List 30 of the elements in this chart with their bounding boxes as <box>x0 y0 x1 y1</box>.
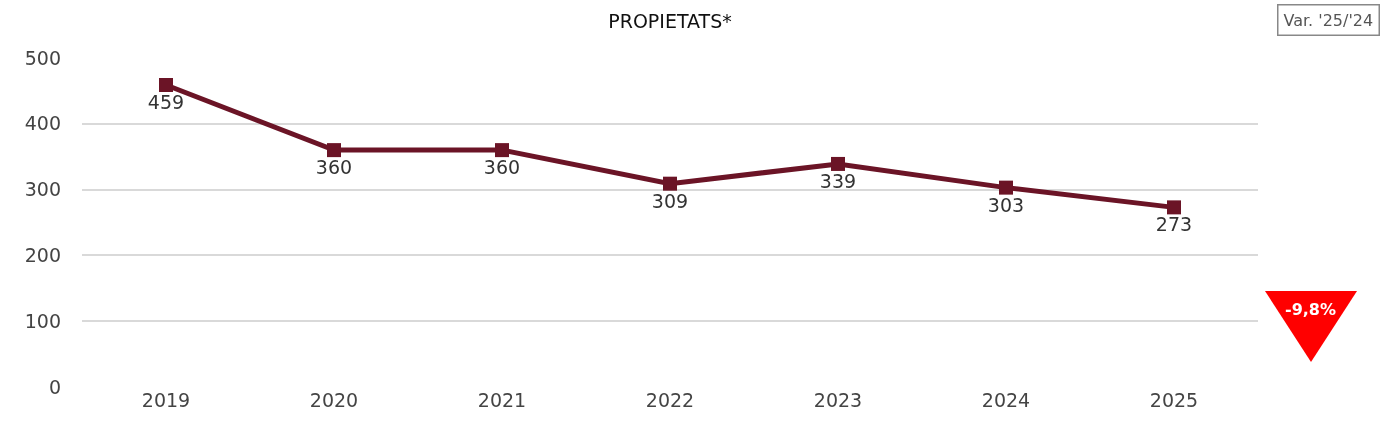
x-tick-label: 2021 <box>477 389 527 411</box>
x-tick-label: 2020 <box>309 389 359 411</box>
data-label: 339 <box>819 169 857 192</box>
x-tick-label: 2023 <box>813 389 863 411</box>
point <box>495 143 509 158</box>
y-tick-label: 200 <box>24 244 61 267</box>
point <box>663 176 677 191</box>
text: Var. '25/'24 <box>1283 10 1374 30</box>
y-tick-label: 400 <box>24 112 61 135</box>
text: -9,8% <box>1285 300 1337 319</box>
point <box>159 77 173 92</box>
data-label: 360 <box>483 156 521 179</box>
x-tick-label: 2019 <box>141 389 191 411</box>
y-tick-label: 100 <box>24 309 61 332</box>
chart-title: PROPIETATS* <box>608 10 732 33</box>
y-tick-label: 500 <box>24 46 61 69</box>
y-tick-label: 0 <box>48 375 61 398</box>
y-tick-label: 300 <box>24 178 61 201</box>
data-label: 309 <box>651 189 689 212</box>
point <box>831 156 845 171</box>
point <box>999 180 1013 195</box>
point <box>1167 200 1181 215</box>
x-tick-label: 2024 <box>981 389 1031 411</box>
data-label: 273 <box>1155 213 1193 236</box>
data-label: 459 <box>147 90 185 113</box>
point <box>327 143 341 158</box>
data-label: 303 <box>987 193 1025 216</box>
x-tick-label: 2022 <box>645 389 695 411</box>
x-tick-label: 2025 <box>1149 389 1199 411</box>
data-label: 360 <box>315 156 353 179</box>
